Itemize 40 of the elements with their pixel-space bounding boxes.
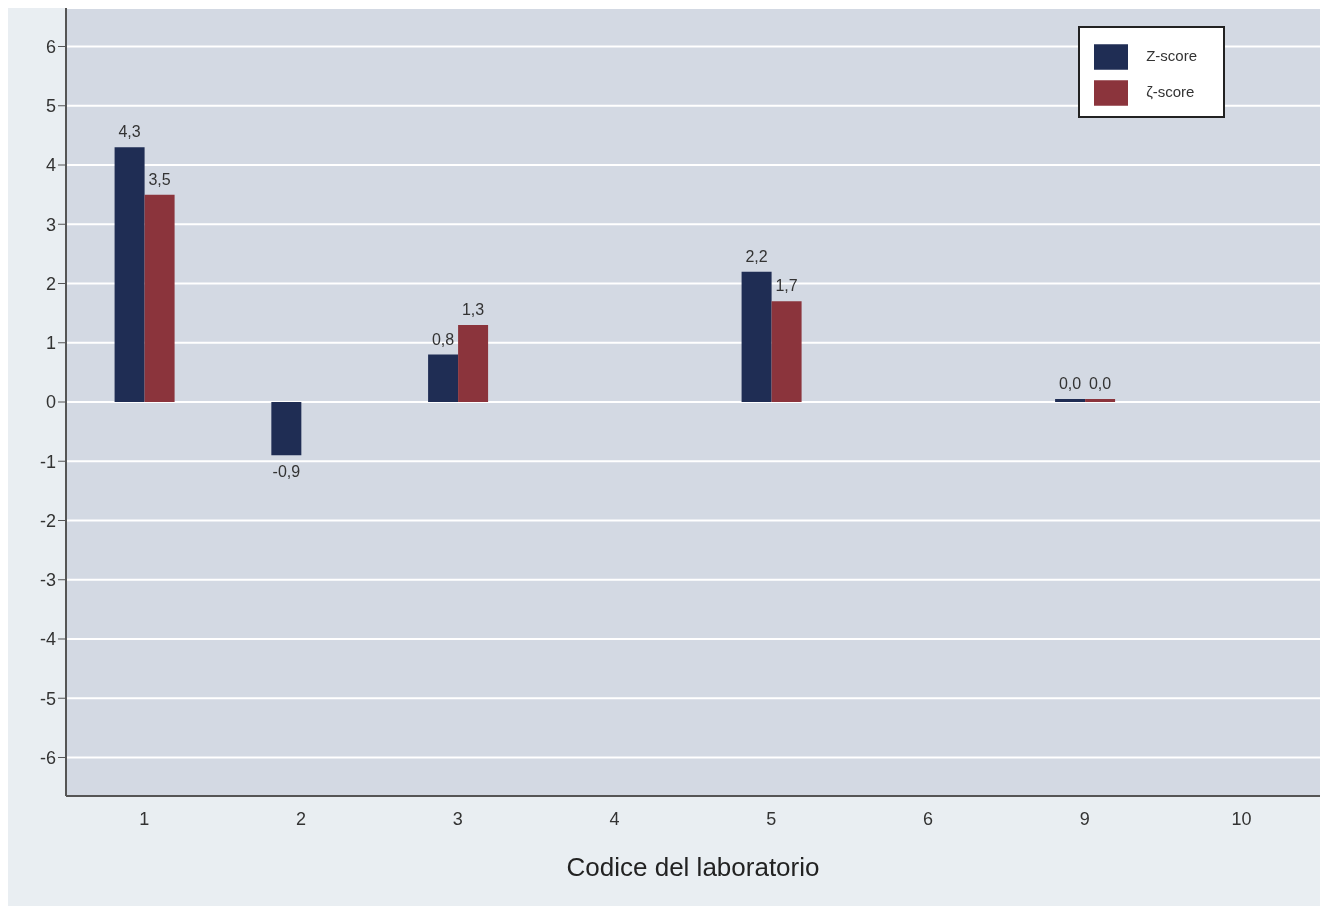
y-tick-label: 4 [45, 155, 56, 176]
y-tick-label: 3 [45, 214, 56, 235]
data-label: 0,0 [1058, 375, 1082, 392]
x-tick-label: 1 [139, 808, 150, 829]
x-tick-label: 10 [1231, 808, 1252, 829]
x-tick-label: 5 [766, 808, 777, 829]
bar [144, 194, 175, 402]
y-tick-label: -6 [39, 747, 56, 768]
y-tick-label: -1 [39, 451, 56, 472]
data-label: 0,0 [1088, 375, 1112, 392]
x-tick-label: 4 [609, 808, 620, 829]
x-tick-label: 9 [1079, 808, 1090, 829]
y-tick-label: -5 [39, 688, 56, 709]
bar [458, 324, 489, 402]
y-tick-label: 6 [45, 36, 56, 57]
data-label: -0,9 [272, 463, 301, 481]
data-label: 4,3 [118, 123, 141, 141]
data-label: 2,2 [745, 247, 768, 265]
data-label: 0,8 [431, 330, 455, 348]
bar [741, 271, 772, 402]
y-tick-label: 5 [45, 96, 56, 117]
y-tick-label: 1 [45, 333, 56, 354]
bar [771, 301, 802, 402]
y-tick-label: -2 [39, 510, 56, 531]
bar [271, 402, 302, 456]
x-tick-label: 2 [296, 808, 307, 829]
y-tick-label: 0 [45, 392, 56, 413]
y-tick-label: -3 [39, 570, 56, 591]
x-tick-label: 6 [923, 808, 934, 829]
bar [114, 147, 145, 402]
bar [428, 354, 459, 402]
data-label: 1,7 [775, 277, 798, 295]
legend-label: ζ-score [1146, 83, 1195, 101]
y-tick-label: -4 [39, 629, 56, 650]
x-axis-title: Codice del laboratorio [566, 852, 820, 882]
y-tick-label: 2 [45, 273, 56, 294]
data-label: 3,5 [148, 170, 171, 188]
legend-label: Z-score [1146, 47, 1197, 64]
x-tick-label: 3 [452, 808, 463, 829]
data-label: 1,3 [461, 300, 485, 318]
